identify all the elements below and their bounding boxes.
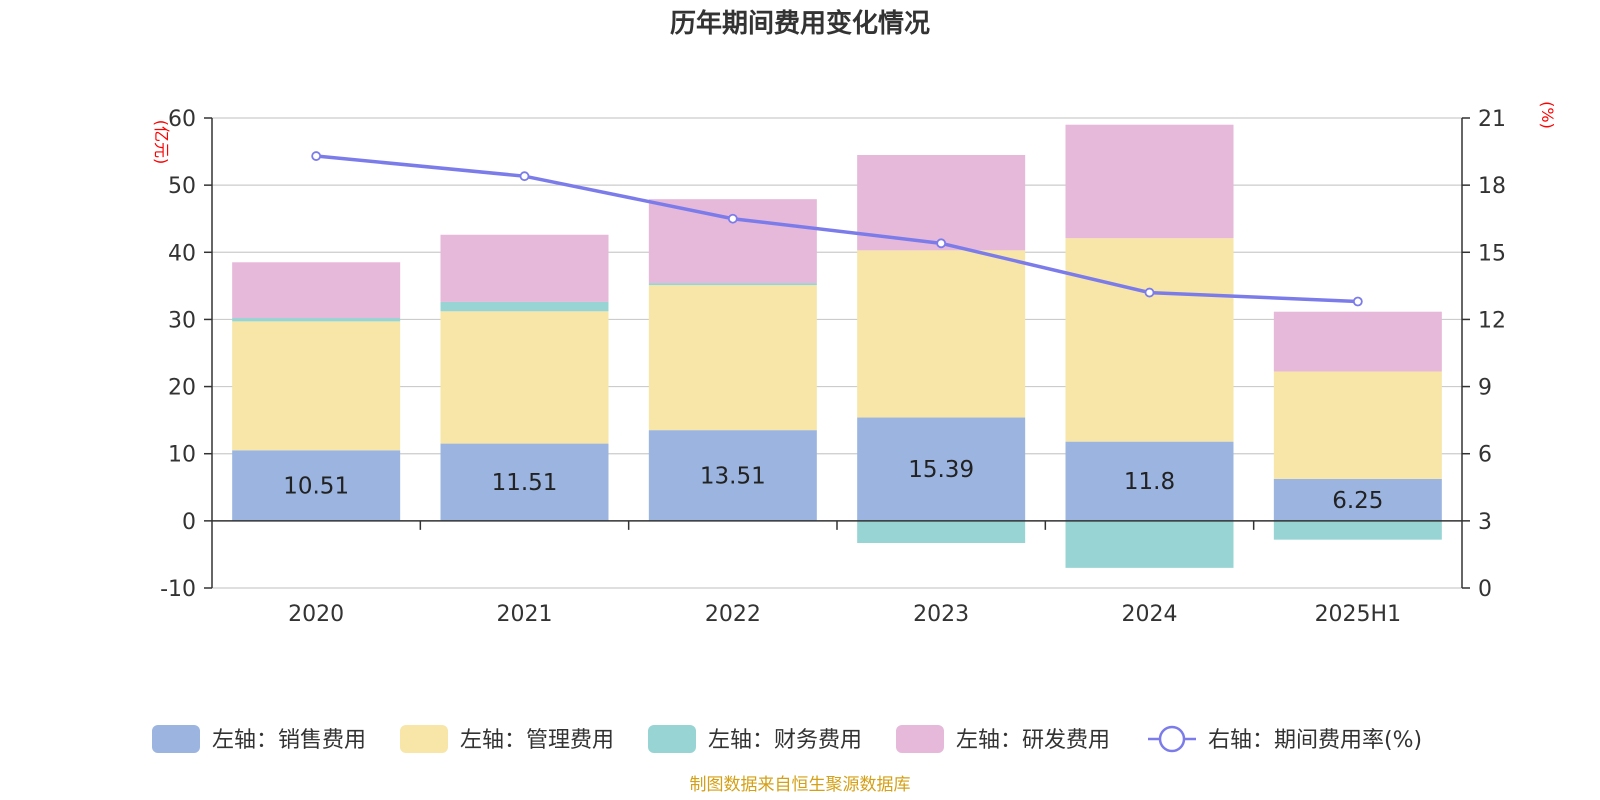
- x-tick-label: 2022: [705, 602, 761, 627]
- bar-value-label: 13.51: [700, 464, 766, 490]
- right-tick-label: 15: [1478, 241, 1506, 266]
- bar-value-label: 6.25: [1332, 488, 1383, 514]
- bar-segment: [857, 154, 1026, 251]
- legend-swatch: [896, 725, 944, 753]
- legend-swatch: [648, 725, 696, 753]
- left-tick-label: 60: [168, 107, 196, 132]
- bar-segment: [857, 250, 1026, 418]
- left-tick-label: 30: [168, 308, 196, 333]
- x-tick-label: 2024: [1122, 602, 1178, 627]
- legend-swatch: [152, 725, 200, 753]
- right-tick-label: 9: [1478, 376, 1492, 401]
- bar-segment: [440, 301, 609, 312]
- bar-segment: [857, 417, 1026, 521]
- x-tick-label: 2021: [497, 602, 553, 627]
- left-tick-label: 50: [168, 174, 196, 199]
- rate-point: [936, 238, 947, 249]
- legend-label: 左轴：财务费用: [708, 728, 862, 753]
- right-tick-label: 12: [1478, 308, 1506, 333]
- bar-segment: [232, 321, 401, 451]
- rate-point: [1352, 296, 1363, 307]
- bar-segment: [1065, 124, 1234, 239]
- bar-segment: [1273, 478, 1442, 521]
- legend-swatch: [400, 725, 448, 753]
- legend-label: 左轴：销售费用: [212, 728, 366, 753]
- right-tick-label: 18: [1478, 174, 1506, 199]
- rate-point: [519, 171, 530, 182]
- bar-segment: [1065, 520, 1234, 568]
- bar-segment: [1065, 238, 1234, 442]
- left-tick-label: -10: [160, 577, 196, 602]
- legend-marker: [1158, 725, 1186, 753]
- right-tick-label: 6: [1478, 443, 1492, 468]
- bar-labels: 10.51 11.51 13.51 15.39 11.8 6.25: [283, 457, 1383, 514]
- left-tick-label: 0: [182, 510, 196, 535]
- bar-segment: [1065, 441, 1234, 521]
- x-tick-label: 2023: [913, 602, 969, 627]
- bar-segment: [232, 450, 401, 521]
- legend-label: 左轴：管理费用: [460, 728, 614, 753]
- bar-value-label: 11.8: [1124, 469, 1175, 495]
- legend-label: 左轴：研发费用: [956, 728, 1110, 753]
- right-tick-label: 0: [1478, 577, 1492, 602]
- legend-label: 右轴：期间费用率(%): [1208, 728, 1422, 753]
- left-tick-label: 40: [168, 241, 196, 266]
- rate-point: [1144, 287, 1155, 298]
- right-axis-unit: (%): [1538, 101, 1557, 129]
- bar-value-label: 11.51: [492, 470, 558, 496]
- x-tick-label: 2025H1: [1315, 602, 1402, 627]
- bar-segment: [648, 199, 817, 284]
- bar-value-label: 10.51: [283, 474, 349, 500]
- bar-segment: [1273, 311, 1442, 372]
- bar-segment: [232, 318, 401, 322]
- right-tick-label: 21: [1478, 107, 1506, 132]
- bar-segment: [648, 430, 817, 521]
- rate-point: [311, 151, 322, 161]
- rate-line: [311, 151, 1363, 307]
- source-note: 制图数据来自恒生聚源数据库: [690, 775, 911, 795]
- bar-segment: [857, 520, 1026, 544]
- rate-point: [727, 213, 738, 224]
- bar-segment: [440, 311, 609, 444]
- bar-segment: [648, 285, 817, 431]
- bar-segment: [232, 262, 401, 319]
- x-tick-label: 2020: [288, 602, 344, 627]
- rate-line-path: [315, 154, 1358, 304]
- left-axis-unit: (亿元): [152, 120, 171, 165]
- right-tick-label: 3: [1478, 510, 1492, 535]
- legend: 左轴：销售费用 左轴：管理费用 左轴：财务费用 左轴：研发费用 右轴：期间费用率(%): [152, 725, 1422, 753]
- bar-value-label: 15.39: [908, 457, 974, 483]
- bar-segment: [648, 283, 817, 286]
- bar-segment: [1273, 371, 1442, 479]
- chart-title: 历年期间费用变化情况: [670, 8, 930, 39]
- bar-segment: [1273, 520, 1442, 540]
- left-tick-label: 10: [168, 443, 196, 468]
- bar-segment: [440, 443, 609, 521]
- bar-segment: [440, 234, 609, 302]
- left-tick-label: 20: [168, 376, 196, 401]
- bars: [232, 124, 1442, 568]
